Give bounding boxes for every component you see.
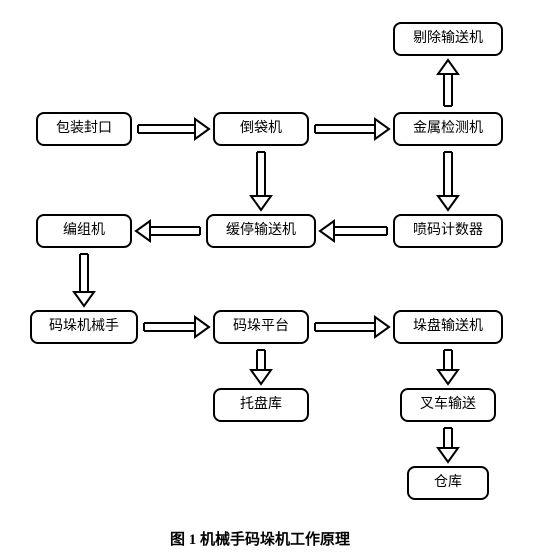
node-pallet-store: 托盘库	[213, 388, 309, 422]
node-label: 缓停输送机	[226, 223, 296, 238]
node-label: 叉车输送	[420, 397, 476, 412]
node-grouping: 编组机	[36, 214, 132, 248]
node-label: 喷码计数器	[413, 223, 483, 238]
node-label: 倒袋机	[240, 121, 282, 136]
node-label: 金属检测机	[413, 121, 483, 136]
node-warehouse: 仓库	[407, 466, 489, 500]
flowchart-canvas: 剔除输送机 包装封口 倒袋机 金属检测机 编组机 缓停输送机 喷码计数器 码垛机…	[0, 0, 552, 556]
node-buffer-conveyor: 缓停输送机	[206, 214, 316, 248]
node-label: 托盘库	[240, 397, 282, 412]
node-stack-platform: 码垛平台	[213, 310, 309, 344]
node-bag-inverter: 倒袋机	[213, 112, 309, 146]
node-forklift: 叉车输送	[400, 388, 496, 422]
node-label: 包装封口	[56, 121, 112, 136]
node-reject-conveyor: 剔除输送机	[393, 22, 503, 56]
node-label: 仓库	[434, 475, 462, 490]
node-label: 编组机	[63, 223, 105, 238]
node-label: 码垛平台	[233, 319, 289, 334]
node-pallet-conveyor: 垛盘输送机	[393, 310, 503, 344]
figure-caption: 图 1 机械手码垛机工作原理	[170, 528, 350, 549]
node-inkjet-counter: 喷码计数器	[393, 214, 503, 248]
node-metal-detector: 金属检测机	[393, 112, 503, 146]
node-label: 码垛机械手	[49, 319, 119, 334]
node-label: 垛盘输送机	[413, 319, 483, 334]
node-pack-seal: 包装封口	[36, 112, 132, 146]
node-label: 剔除输送机	[413, 31, 483, 46]
node-stack-robot: 码垛机械手	[30, 310, 138, 344]
